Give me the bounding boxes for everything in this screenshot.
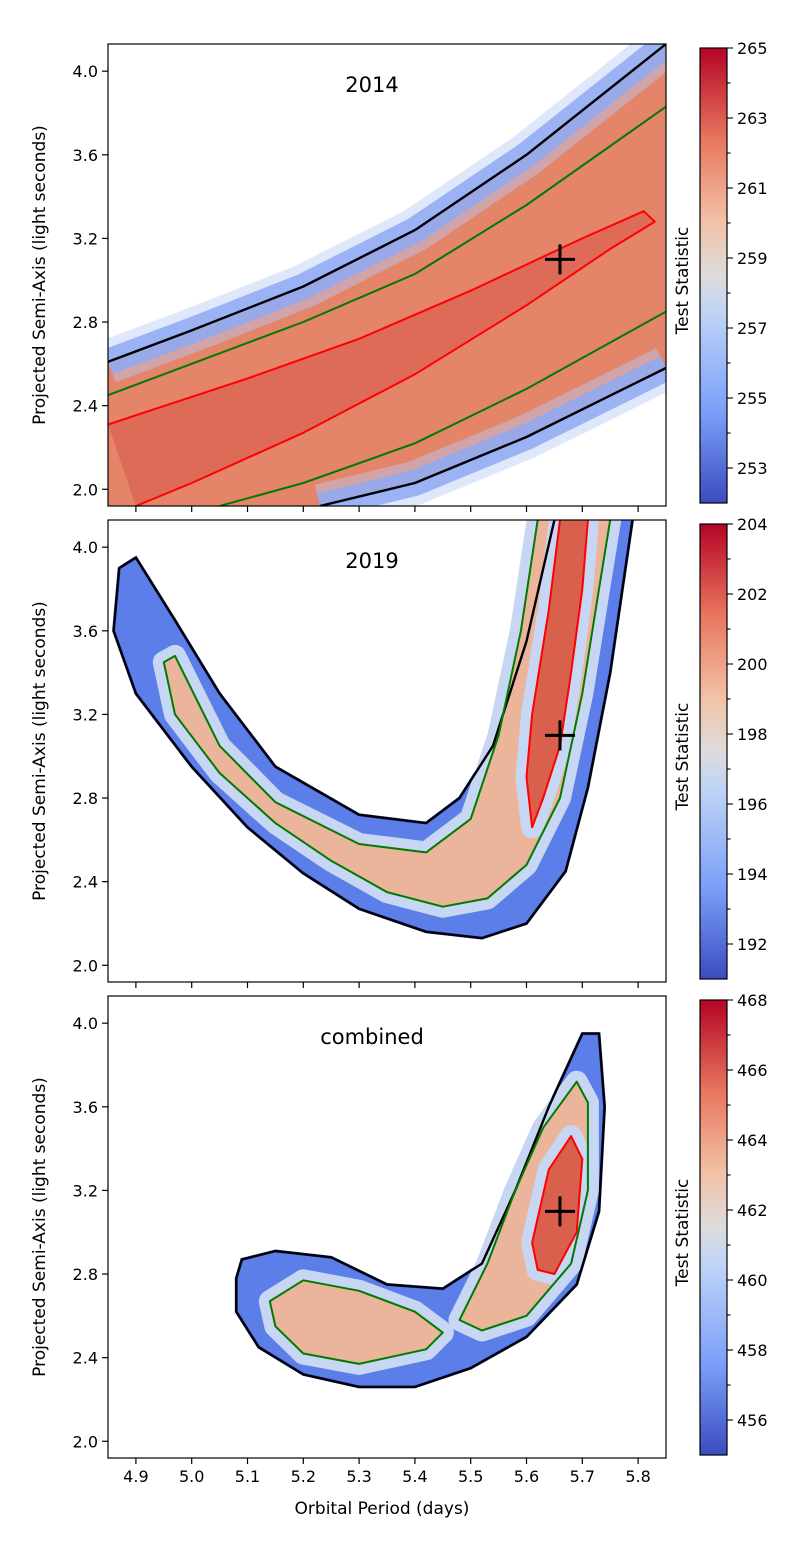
- panel-annotation: combined: [320, 1025, 424, 1049]
- y-tick-label: 2.0: [73, 956, 98, 975]
- y-axis-label: Projected Semi-Axis (light seconds): [30, 125, 50, 425]
- colorbar: [699, 523, 728, 980]
- x-tick-label: 5.5: [458, 1467, 483, 1486]
- plot-frame: [107, 43, 667, 507]
- contour-green: [268, 1279, 444, 1365]
- y-tick-label: 4.0: [73, 538, 98, 557]
- colorbar: [699, 999, 728, 1456]
- colorbar-tick-label: 263: [737, 109, 768, 128]
- y-tick-label: 4.0: [73, 1014, 98, 1033]
- colorbar-tick-label: 462: [737, 1201, 768, 1220]
- x-tick-label: 5.3: [346, 1467, 371, 1486]
- x-tick-label: 5.0: [179, 1467, 204, 1486]
- colorbar-tick-label: 265: [737, 39, 768, 58]
- colorbar-tick-label: 192: [737, 935, 768, 954]
- contour-green: [458, 1080, 589, 1332]
- colorbar-label: Test Statistic: [673, 1179, 693, 1288]
- heatmap-core: [108, 211, 655, 506]
- heatmap-layer: [269, 1280, 443, 1364]
- contour-black: [235, 1032, 606, 1389]
- panel-annotation: 2014: [345, 73, 398, 97]
- y-tick-label: 2.0: [73, 1432, 98, 1451]
- y-tick-label: 2.4: [73, 1349, 98, 1368]
- best-fit-marker: [544, 720, 575, 751]
- heatmap-layer: [532, 1136, 583, 1274]
- x-tick-label: 5.8: [625, 1467, 650, 1486]
- colorbar-tick-label: 200: [737, 655, 768, 674]
- x-tick-label: 5.4: [402, 1467, 427, 1486]
- x-tick-label: 5.1: [235, 1467, 260, 1486]
- colorbar-tick-label: 196: [737, 795, 768, 814]
- colorbar-tick-label: 257: [737, 319, 768, 338]
- colorbar-tick-label: 456: [737, 1411, 768, 1430]
- colorbar-tick-label: 259: [737, 249, 768, 268]
- heatmap-layer: [163, 520, 611, 907]
- y-tick-label: 2.0: [73, 480, 98, 499]
- contour-green: [219, 310, 666, 506]
- contour-red: [108, 210, 656, 506]
- contour-red: [531, 1135, 584, 1275]
- heatmap-layer: [526, 520, 588, 828]
- contour-green: [162, 520, 612, 908]
- colorbar-label: Test Statistic: [673, 227, 693, 336]
- y-tick-label: 2.8: [73, 789, 98, 808]
- contour-green: [108, 105, 666, 397]
- y-tick-label: 2.8: [73, 1265, 98, 1284]
- colorbar-tick-label: 194: [737, 865, 768, 884]
- y-tick-label: 3.6: [73, 622, 98, 641]
- x-tick-label: 4.9: [123, 1467, 148, 1486]
- panel-combined: combined 2.0 2.4 2.8 3.2 3.6 4.0 4.9 5.0 5.1 5.2 5.…: [30, 991, 768, 1519]
- y-tick-label: 2.4: [73, 397, 98, 416]
- panel-2014: 2014 2.0 2.4 2.8 3.2 3.6 4.0 Projected Semi-Axi…: [30, 39, 768, 512]
- x-axis-label: Orbital Period (days): [295, 1499, 470, 1519]
- colorbar-tick-label: 458: [737, 1341, 768, 1360]
- y-tick-label: 3.2: [73, 705, 98, 724]
- colorbar-tick-label: 466: [737, 1061, 768, 1080]
- colorbar-tick-label: 460: [737, 1271, 768, 1290]
- colorbar-tick-label: 468: [737, 991, 768, 1010]
- best-fit-marker: [544, 1196, 575, 1227]
- y-tick-label: 3.6: [73, 1098, 98, 1117]
- y-axis-label: Projected Semi-Axis (light seconds): [30, 601, 50, 901]
- colorbar-tick-label: 204: [737, 515, 768, 534]
- y-tick-label: 3.6: [73, 146, 98, 165]
- y-axis-label: Projected Semi-Axis (light seconds): [30, 1077, 50, 1377]
- contour-red: [525, 520, 589, 829]
- panel-2019: 2019 2.0 2.4 2.8 3.2 3.6 4.0 Projected Semi-Axi…: [30, 515, 768, 988]
- y-tick-label: 2.8: [73, 313, 98, 332]
- colorbar-tick-label: 253: [737, 459, 768, 478]
- colorbar-tick-label: 464: [737, 1131, 768, 1150]
- colorbar-tick-label: 202: [737, 585, 768, 604]
- contour-black: [319, 366, 666, 506]
- plot-frame: [107, 519, 667, 983]
- plot-frame: [107, 995, 667, 1459]
- colorbar-tick-label: 255: [737, 389, 768, 408]
- y-tick-label: 4.0: [73, 62, 98, 81]
- x-tick-label: 5.6: [514, 1467, 539, 1486]
- best-fit-marker: [544, 244, 575, 275]
- contour-black: [108, 44, 666, 363]
- x-tick-label: 5.2: [291, 1467, 316, 1486]
- y-tick-label: 3.2: [73, 229, 98, 248]
- y-tick-label: 3.2: [73, 1181, 98, 1200]
- colorbar-tick-label: 198: [737, 725, 768, 744]
- contour-black: [112, 520, 634, 940]
- colorbar-tick-label: 261: [737, 179, 768, 198]
- y-tick-label: 2.4: [73, 873, 98, 892]
- x-tick-label: 5.7: [570, 1467, 595, 1486]
- panel-annotation: 2019: [345, 549, 398, 573]
- colorbar: [699, 47, 728, 504]
- colorbar-label: Test Statistic: [673, 703, 693, 812]
